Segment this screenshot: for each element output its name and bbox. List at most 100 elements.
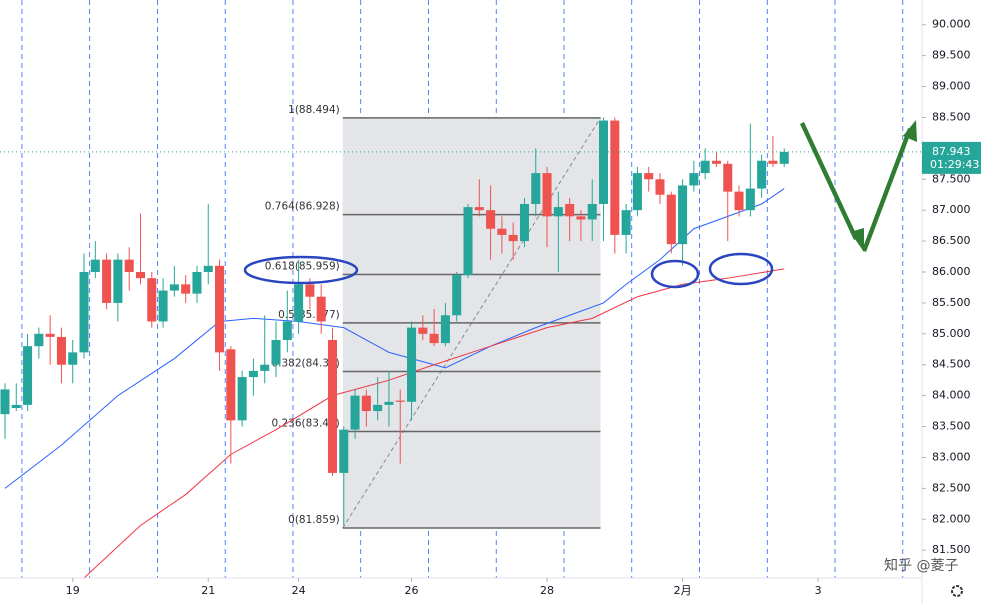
y-tick-label: 88.500 — [932, 110, 971, 123]
arrow-head — [903, 120, 917, 142]
candle-body — [282, 321, 292, 340]
candle-body — [565, 204, 575, 217]
last-price-label: 87.943 — [932, 145, 971, 158]
candle-body — [757, 160, 767, 189]
candle-body — [158, 290, 168, 322]
candle-body — [384, 401, 394, 405]
candle-body — [576, 216, 586, 220]
x-tick-label: 26 — [405, 584, 419, 597]
moving-average — [83, 268, 785, 579]
candle-body — [124, 259, 134, 272]
candle-body — [689, 173, 699, 186]
fib-label: 0.618(85.959) — [265, 261, 340, 273]
candle-body — [113, 259, 123, 303]
x-tick-label: 28 — [540, 584, 554, 597]
candle-body — [497, 228, 507, 235]
fib-label: 1(88.494) — [288, 104, 340, 116]
candle-body — [169, 284, 179, 291]
candle-body — [305, 284, 315, 297]
candle-body — [192, 272, 202, 294]
candle-body — [711, 160, 721, 164]
fib-label: 0.236(83.42) — [271, 417, 339, 429]
candle-body — [68, 352, 78, 365]
candle-body — [666, 194, 676, 245]
x-tick-label: 3 — [815, 584, 822, 597]
candle-body — [361, 395, 371, 412]
candle-body — [508, 234, 518, 242]
y-tick-label: 90.000 — [932, 18, 971, 31]
forecast-arrows — [800, 120, 917, 252]
candle-body — [452, 275, 462, 316]
arrow-head — [850, 228, 864, 252]
candle-body — [519, 204, 529, 242]
candle-body — [147, 278, 157, 322]
candle-body — [23, 346, 33, 405]
candle-body — [587, 204, 597, 220]
fib-label: 0.382(84.39) — [271, 358, 339, 370]
x-tick-label: 2月 — [674, 584, 692, 597]
candle-body — [632, 173, 642, 211]
candle-body — [260, 364, 270, 371]
y-tick-label: 82.500 — [932, 481, 971, 494]
candle-body — [215, 265, 225, 353]
arrow-down — [800, 122, 858, 240]
candle-body — [248, 370, 258, 378]
countdown-label: 01:29:43 — [930, 158, 979, 171]
candle-body — [271, 340, 281, 365]
y-tick-label: 86.500 — [932, 234, 971, 247]
candle-body — [79, 272, 89, 353]
fib-trend — [342, 117, 601, 529]
candle-body — [327, 340, 337, 473]
candle-body — [610, 120, 620, 235]
y-tick-label: 81.500 — [932, 543, 971, 556]
candle-body — [56, 336, 66, 365]
highlight-ellipse — [243, 255, 359, 285]
candle-body — [350, 395, 360, 430]
annotations — [243, 252, 774, 289]
y-tick-label: 85.500 — [932, 296, 971, 309]
candle-body — [181, 284, 191, 294]
candle-body — [440, 315, 450, 344]
candle-body — [135, 272, 146, 279]
candle-body — [34, 333, 44, 347]
arrow-up — [862, 128, 912, 252]
candle-body — [395, 400, 405, 402]
candle-body — [599, 120, 609, 204]
candle-body — [486, 210, 496, 229]
candle-body — [90, 259, 100, 272]
y-tick-label: 87.000 — [932, 203, 971, 216]
x-tick-label: 24 — [292, 584, 306, 597]
y-tick-label: 89.000 — [932, 80, 971, 93]
candle-body — [226, 349, 236, 421]
candle-body — [553, 207, 563, 217]
candle-body — [621, 210, 631, 235]
candle-body — [45, 333, 55, 337]
candle-body — [316, 296, 326, 322]
y-tick-label: 84.500 — [932, 358, 971, 371]
candle-body — [644, 173, 654, 180]
y-tick-label: 86.000 — [932, 265, 971, 278]
y-tick-label: 85.000 — [932, 327, 971, 340]
candle-body — [700, 160, 710, 174]
y-tick-label: 83.000 — [932, 450, 971, 463]
candle-body — [203, 265, 213, 272]
candle-body — [429, 333, 439, 344]
candle-body — [768, 160, 778, 164]
x-tick-label: 19 — [66, 584, 80, 597]
candle-body — [655, 179, 665, 195]
settings-icon[interactable] — [951, 585, 963, 597]
candle-body — [294, 284, 304, 322]
candle-body — [531, 173, 541, 204]
candle-body — [0, 389, 10, 415]
candle-body — [723, 163, 733, 192]
y-tick-label: 87.500 — [932, 172, 971, 185]
highlight-ellipse — [708, 252, 774, 286]
watermark: 知乎 @菱子 — [884, 557, 958, 574]
candle-body — [237, 377, 247, 421]
x-tick-label: 21 — [201, 584, 215, 597]
gear[interactable] — [951, 585, 963, 597]
candle-body — [373, 404, 383, 412]
candle-body — [474, 207, 484, 211]
y-tick-label: 89.500 — [932, 49, 971, 62]
